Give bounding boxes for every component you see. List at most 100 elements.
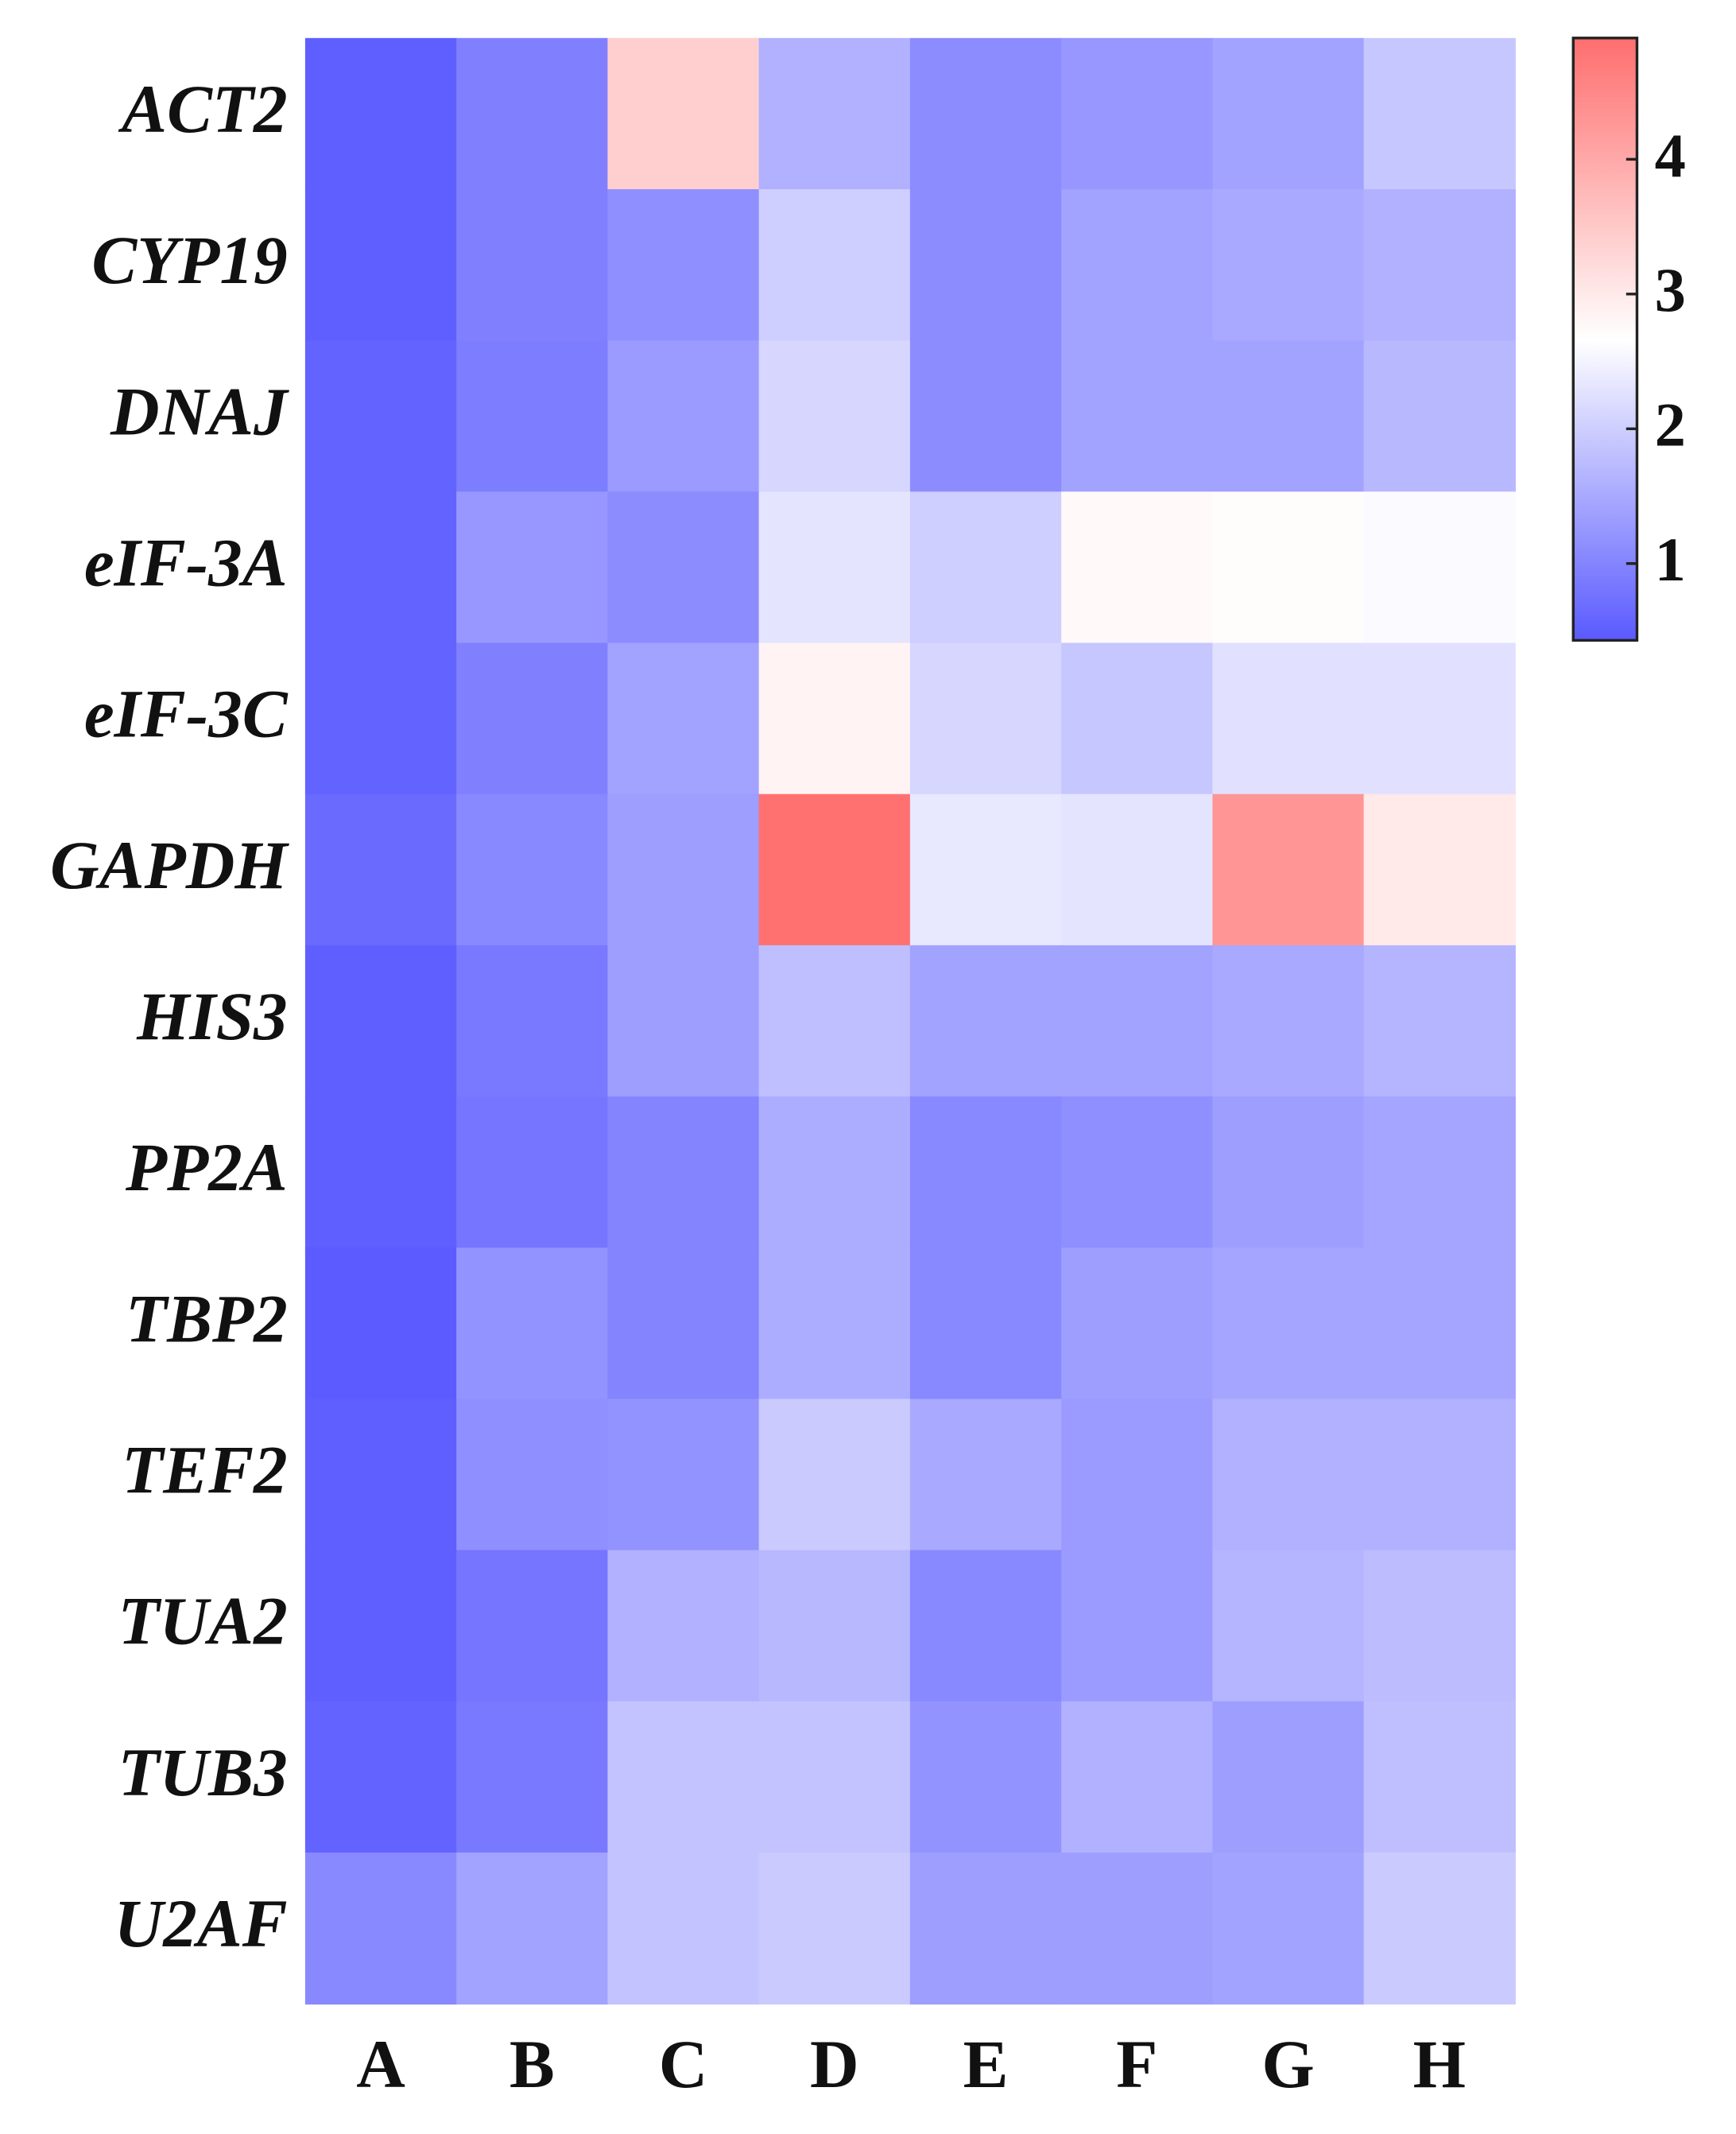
heatmap-cell [909, 1701, 1063, 1854]
heatmap-cell [1363, 188, 1516, 342]
heatmap-cell [909, 642, 1063, 795]
row-label: TBP2 [126, 1282, 288, 1356]
heatmap-cell [607, 1852, 760, 2005]
row-label: DNAJ [110, 374, 289, 449]
heatmap-cell [456, 491, 609, 644]
heatmap-cell [909, 37, 1063, 191]
heatmap-cell [607, 1096, 760, 1249]
heatmap-cell [1363, 1701, 1516, 1854]
heatmap-cell [304, 1247, 458, 1400]
row-label: PP2A [125, 1131, 288, 1205]
heatmap-cell [304, 37, 458, 191]
heatmap-cell [607, 340, 760, 493]
colorbar-tick-label: 2 [1655, 390, 1686, 460]
colorbar-tick-label: 3 [1655, 255, 1686, 324]
heatmap-cell [1212, 188, 1365, 342]
heatmap-cell [758, 1852, 911, 2005]
column-label: D [810, 2027, 859, 2102]
row-label: HIS3 [136, 980, 288, 1054]
heatmap-cell [758, 340, 911, 493]
heatmap-cell [1212, 37, 1365, 191]
heatmap-cell [304, 1096, 458, 1249]
heatmap-cell [1363, 491, 1516, 644]
heatmap-cell [1363, 37, 1516, 191]
column-label: F [1116, 2027, 1157, 2102]
heatmap-cell [1363, 945, 1516, 1098]
heatmap-cell [607, 1701, 760, 1854]
heatmap-cell [909, 1550, 1063, 1702]
column-label: A [356, 2027, 405, 2102]
heatmap-cell [304, 1550, 458, 1702]
heatmap-cell [909, 188, 1063, 342]
heatmap-cell [909, 491, 1063, 644]
row-label: U2AF [114, 1887, 288, 1961]
column-label: H [1413, 2027, 1466, 2102]
heatmap-cell [1212, 642, 1365, 795]
heatmap-cell [607, 945, 760, 1098]
heatmap-cell [909, 1247, 1063, 1400]
heatmap-cell [909, 1096, 1063, 1249]
heatmap-cell [1061, 491, 1214, 644]
heatmap-cell [758, 1096, 911, 1249]
heatmap-cell [607, 1399, 760, 1551]
heatmap-cell [1212, 340, 1365, 493]
heatmap-cell [758, 945, 911, 1098]
heatmap-cell [758, 642, 911, 795]
heatmap-cell [456, 1399, 609, 1551]
heatmap-cell [909, 1399, 1063, 1551]
column-label: E [963, 2027, 1009, 2102]
heatmap-cell [304, 945, 458, 1098]
heatmap-cell [1363, 1096, 1516, 1249]
column-label: B [510, 2027, 555, 2102]
heatmap-cell [909, 945, 1063, 1098]
heatmap-cell [607, 793, 760, 946]
heatmap-cell [1363, 340, 1516, 493]
heatmap-cell [1061, 37, 1214, 191]
heatmap-cell [456, 793, 609, 946]
heatmap-cell [607, 37, 760, 191]
heatmap-cell [1212, 1701, 1365, 1854]
heatmap-cell [758, 37, 911, 191]
heatmap-cell [304, 642, 458, 795]
column-label: G [1261, 2027, 1314, 2102]
row-label: GAPDH [50, 828, 289, 903]
heatmap-cell [1061, 1096, 1214, 1249]
heatmap-cell [304, 491, 458, 644]
heatmap-cell [1212, 491, 1365, 644]
colorbar-tick-label: 4 [1655, 121, 1686, 190]
heatmap-cell [1061, 340, 1214, 493]
row-label: TUB3 [118, 1736, 287, 1810]
row-label: eIF-3A [84, 526, 288, 600]
row-label: CYP19 [91, 223, 287, 298]
heatmap-cell [607, 1550, 760, 1702]
heatmap-cell [909, 1852, 1063, 2005]
heatmap-cell [304, 1399, 458, 1551]
heatmap-cell [758, 793, 911, 946]
heatmap-cell [1061, 945, 1214, 1098]
heatmap-cell [1212, 945, 1365, 1098]
heatmap-cell [456, 642, 609, 795]
heatmap-cell [304, 1852, 458, 2005]
heatmap-cell [758, 1701, 911, 1854]
heatmap-cell [456, 1701, 609, 1854]
heatmap-cell [456, 1247, 609, 1400]
heatmap-cell [1363, 793, 1516, 946]
heatmap-cell [1363, 1399, 1516, 1551]
heatmap-cell [456, 37, 609, 191]
row-label: ACT2 [118, 72, 288, 147]
heatmap-cell [758, 1247, 911, 1400]
heatmap-cell [1212, 1550, 1365, 1702]
heatmap-cell [1212, 1096, 1365, 1249]
heatmap-cell [1061, 1701, 1214, 1854]
heatmap-cell [1061, 642, 1214, 795]
heatmap-cell [456, 1852, 609, 2005]
heatmap-cell [456, 340, 609, 493]
heatmap-cell [304, 188, 458, 342]
heatmap-cell [1363, 642, 1516, 795]
heatmap-cell [1061, 1247, 1214, 1400]
colorbar-tick-label: 1 [1655, 525, 1686, 594]
heatmap-cell [607, 188, 760, 342]
colorbar [1571, 37, 1639, 642]
row-label: TEF2 [122, 1434, 288, 1508]
